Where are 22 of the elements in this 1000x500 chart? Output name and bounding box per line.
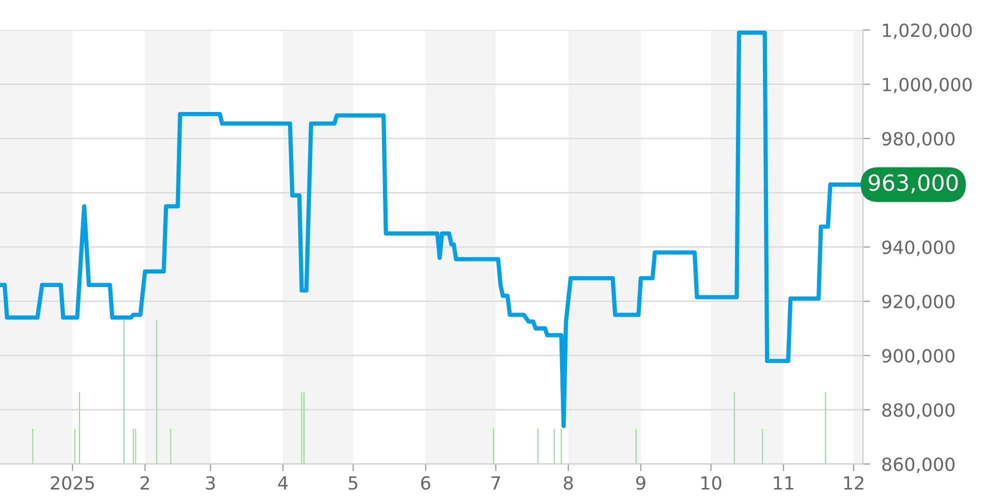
x-tick-label: 4 xyxy=(278,476,288,490)
x-tick-label: 10 xyxy=(701,476,722,490)
x-tick-label: 12 xyxy=(844,476,864,490)
x-tick-label: 2 xyxy=(140,476,149,490)
x-tick-label: 5 xyxy=(348,476,358,490)
x-tick-label: 9 xyxy=(636,476,646,490)
annotation: 963,000 xyxy=(868,174,958,194)
y-tick-label: 1,020,000 xyxy=(883,23,972,39)
line-series xyxy=(0,30,863,428)
y-tick-label: 900,000 xyxy=(882,348,955,364)
x-tick-label: 11 xyxy=(774,476,794,490)
x-tick-label: 2025 xyxy=(50,476,94,490)
y-tick-label: 860,000 xyxy=(882,457,955,473)
y-tick-label: 980,000 xyxy=(882,132,955,148)
y-tick-label: 920,000 xyxy=(882,294,955,310)
x-tick-label: 8 xyxy=(564,476,573,490)
y-tick-label: 1,000,000 xyxy=(883,78,972,94)
x-tick-label: 3 xyxy=(206,476,215,490)
x-tick-label: 6 xyxy=(421,476,430,490)
y-tick-label: 940,000 xyxy=(882,240,955,256)
y-tick-label: 880,000 xyxy=(882,403,955,419)
x-tick-label: 7 xyxy=(492,476,500,490)
